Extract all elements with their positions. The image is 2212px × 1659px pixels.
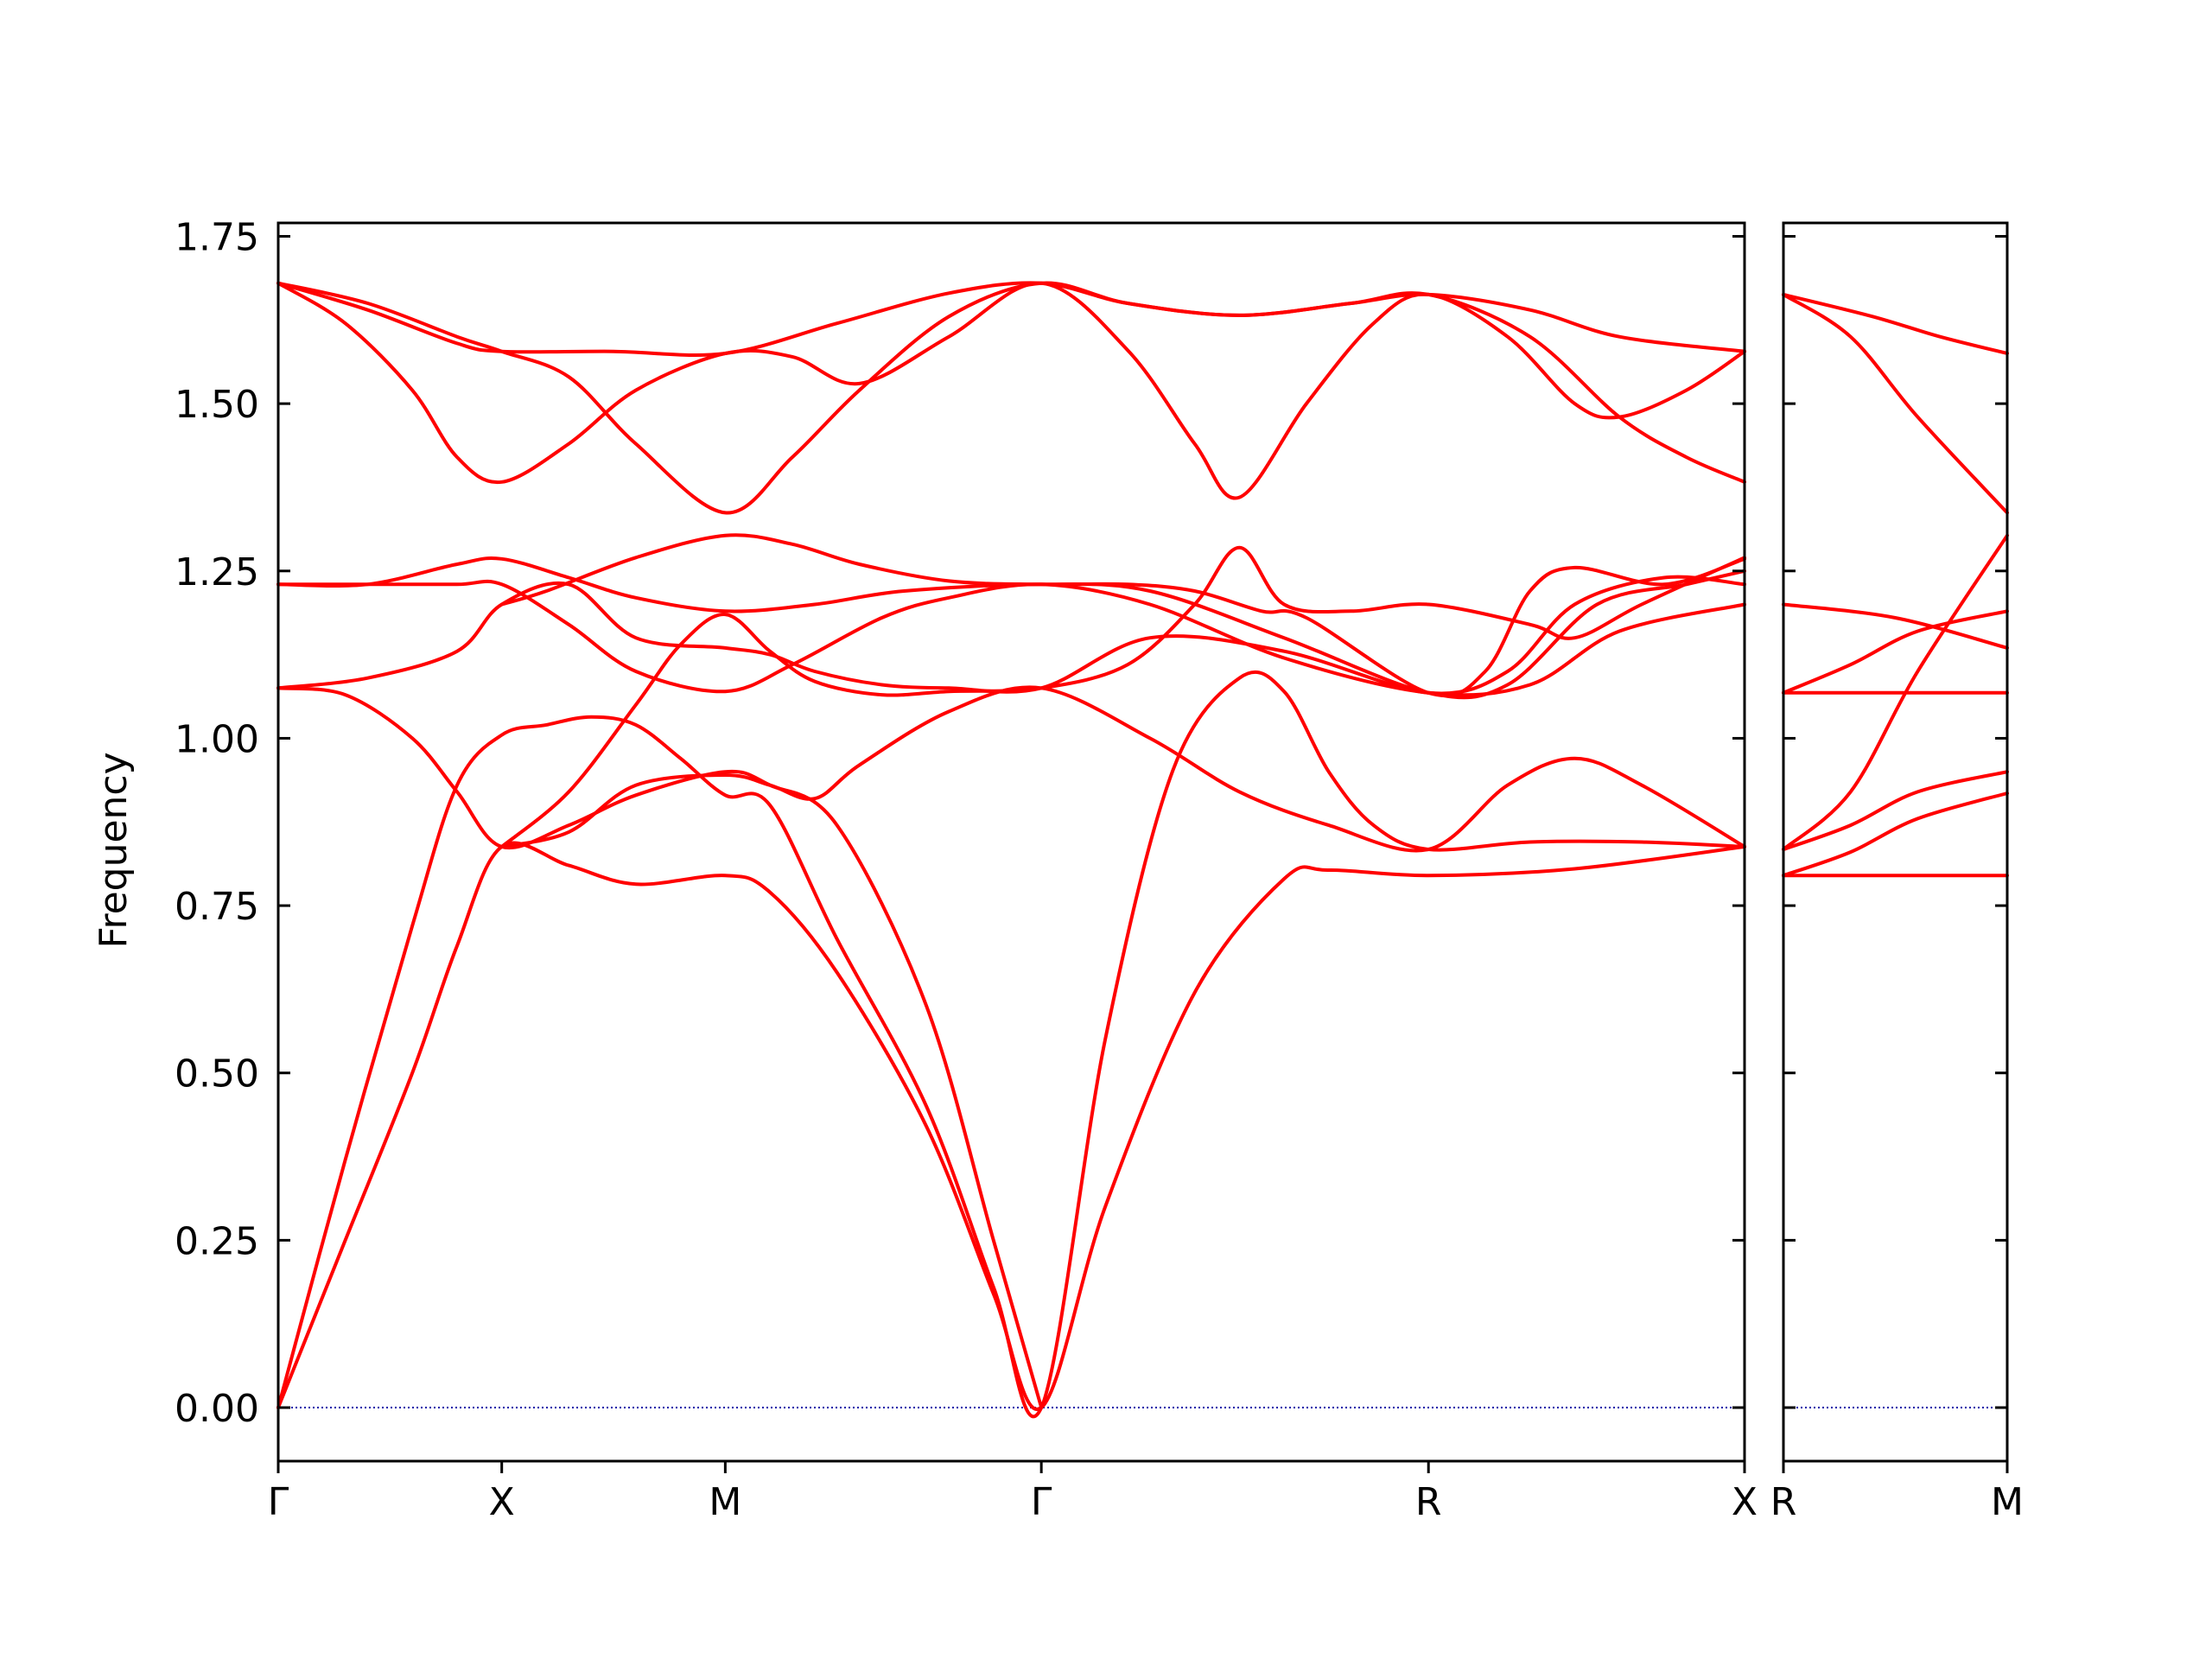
panel-main-frame: [276, 221, 1746, 1463]
band-line-3: [276, 686, 1044, 1409]
band-line-4: [1782, 533, 2009, 851]
y-tick-label: 1.50: [175, 383, 259, 427]
band-line-10: [276, 281, 1746, 500]
panel-main-bands: [276, 281, 1746, 1419]
x-tick-label: Γ: [1031, 1480, 1052, 1524]
x-tick-label: M: [1991, 1480, 2024, 1524]
y-tick-label: 1.75: [175, 215, 259, 259]
y-tick-label: 1.25: [175, 550, 259, 594]
band-line-4: [499, 685, 1746, 853]
y-tick-label: 0.25: [175, 1219, 259, 1263]
y-axis-title: Frequency: [92, 752, 136, 948]
band-line-6: [276, 575, 1746, 696]
band-line-5: [499, 545, 1746, 849]
band-line-9: [499, 533, 1746, 698]
x-tick-label: R: [1415, 1480, 1442, 1524]
y-tick-label: 1.00: [175, 717, 259, 761]
x-tick-label: X: [1732, 1480, 1758, 1524]
band-line-1: [276, 841, 1746, 1411]
y-tick-label: 0.75: [175, 885, 259, 929]
band-line-12: [276, 281, 1746, 358]
x-tick-label: X: [489, 1480, 515, 1524]
band-line-9: [1782, 292, 2009, 355]
band-line-8: [1782, 292, 2009, 515]
x-tick-label: R: [1770, 1480, 1797, 1524]
band-line-11: [276, 281, 1746, 515]
band-line-8: [276, 556, 1746, 700]
panel-main-ticks: 0.00 0.25 0.50 0.75 1.00 1.25 1.50 1.75 Γ X M Γ R X: [175, 215, 1758, 1524]
band-line-6: [1782, 609, 2009, 695]
x-tick-label: M: [709, 1480, 741, 1524]
band-line-7: [1782, 602, 2009, 650]
panel-side-frame: [1782, 221, 2009, 1463]
band-line-3: [1782, 770, 2009, 851]
x-tick-label: Γ: [268, 1480, 289, 1524]
y-tick-label: 0.00: [175, 1387, 259, 1431]
y-tick-label: 0.50: [175, 1052, 259, 1096]
band-line-2: [276, 670, 1746, 1419]
panel-main: 0.00 0.25 0.50 0.75 1.00 1.25 1.50 1.75 Γ X M Γ R X: [175, 215, 1758, 1524]
panel-side-bands: [1782, 292, 2009, 878]
band-line-2: [1782, 791, 2009, 878]
